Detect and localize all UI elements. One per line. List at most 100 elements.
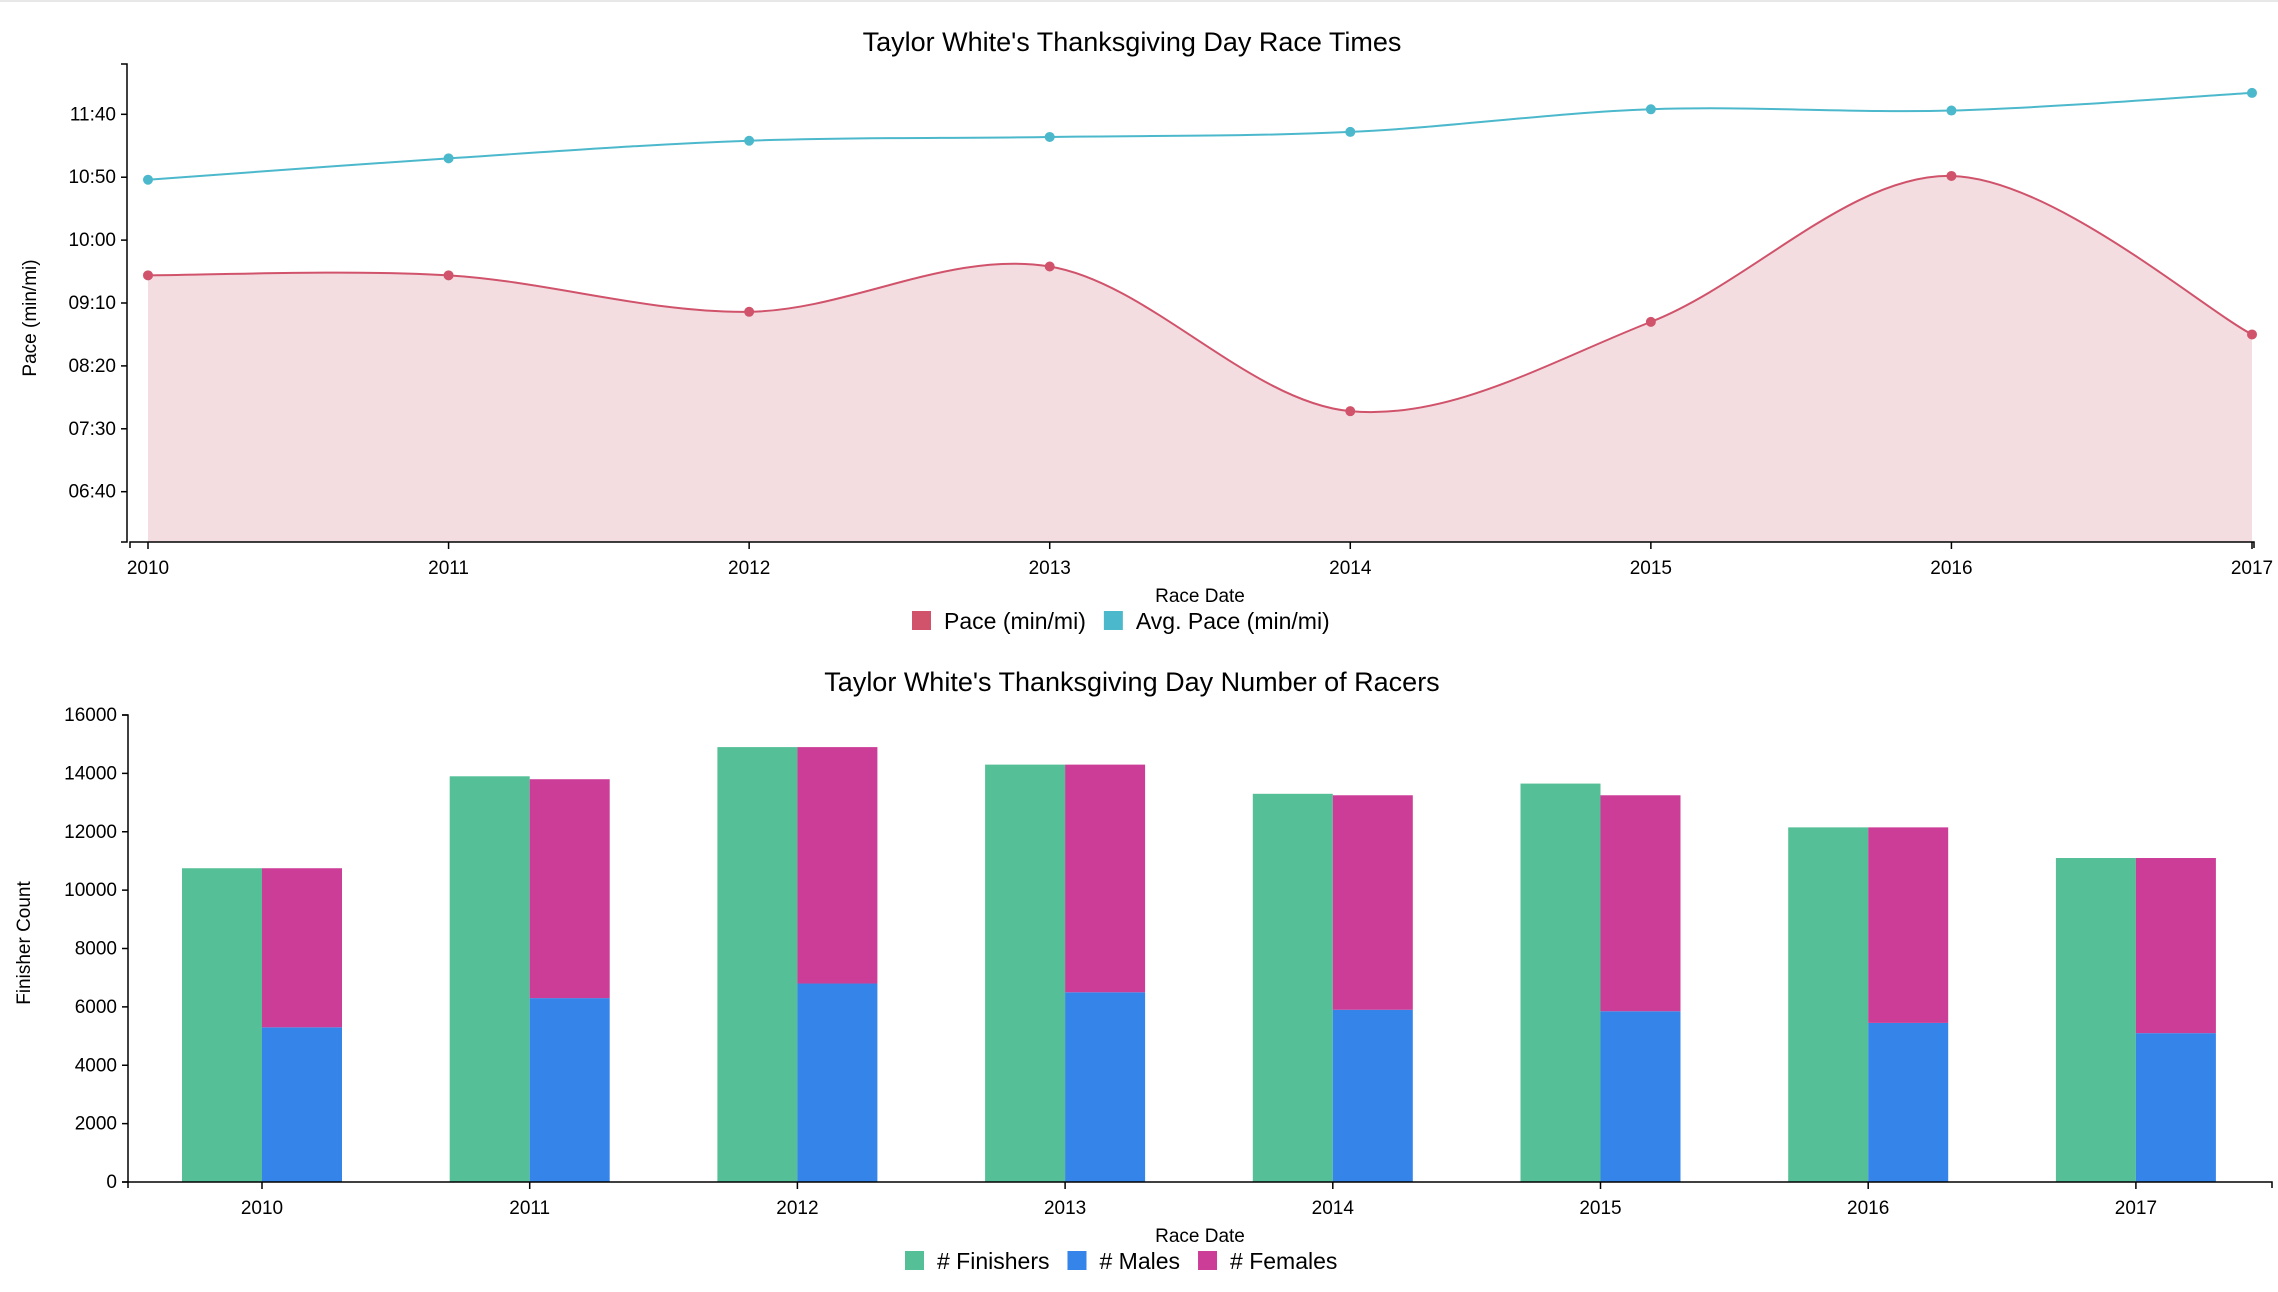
legend-swatch-avg-pace — [1103, 611, 1123, 630]
pace-y-tick-label: 10:50 — [68, 167, 116, 188]
females-bar-2010 — [262, 868, 342, 1028]
legend-females-swatch — [1198, 1251, 1218, 1270]
racers-bars-group — [182, 747, 2216, 1182]
racers-x-tick-label: 2011 — [509, 1198, 550, 1219]
racers-y-tick-label: 14000 — [64, 763, 117, 784]
racers-x-tick-label: 2013 — [1044, 1198, 1086, 1219]
males-bar-2012 — [797, 983, 878, 1182]
pace-point-2016 — [1946, 170, 1957, 181]
pace-x-tick-label: 2010 — [127, 558, 169, 579]
pace-x-tick-label: 2014 — [1329, 558, 1372, 579]
pace-area-group — [148, 175, 2252, 542]
pace-x-tick-label: 2016 — [1930, 558, 1972, 579]
pace-point-2012 — [744, 306, 755, 317]
legend-finishers-label: # Finishers — [937, 1248, 1049, 1274]
pace-y-tick-label: 06:40 — [68, 482, 116, 503]
pace-point-2011 — [443, 270, 454, 281]
racers-y-axis: 0 2000 4000 6000 8000 10000 12000 14000 16000 — [64, 705, 129, 1193]
racers-x-axis-line — [127, 1181, 2273, 1188]
racers-y-axis-label: Finisher Count — [14, 881, 35, 1005]
pace-point-2017 — [2247, 329, 2257, 340]
pace-y-tick-label: 09:10 — [68, 293, 116, 314]
males-bar-2016 — [1868, 1022, 1949, 1182]
pace-lines-group — [143, 87, 2257, 417]
finishers-bar-2016 — [1788, 827, 1869, 1182]
racers-x-tick-label: 2017 — [2115, 1198, 2157, 1219]
pace-x-tick-label: 2017 — [2231, 558, 2273, 579]
racers-x-tick-label: 2015 — [1579, 1198, 1621, 1219]
avg-pace-point-2011 — [443, 153, 454, 164]
pace-x-axis-line — [129, 541, 2255, 548]
finishers-bar-2014 — [1252, 793, 1333, 1182]
females-bar-2013 — [1065, 764, 1146, 993]
males-bar-2015 — [1600, 1011, 1681, 1182]
females-bar-2016 — [1868, 827, 1949, 1023]
females-bar-2014 — [1332, 795, 1413, 1010]
racers-x-axis-label: Race Date — [1155, 1226, 1245, 1247]
racers-x-tick-label: 2016 — [1847, 1198, 1889, 1219]
racers-y-tick-label: 4000 — [75, 1055, 117, 1076]
males-bar-2013 — [1065, 992, 1146, 1182]
pace-chart: Taylor White's Thanksgiving Day Race Tim… — [20, 27, 2273, 634]
legend-swatch-pace — [912, 611, 931, 630]
females-bar-2017 — [2135, 858, 2216, 1034]
pace-chart-title: Taylor White's Thanksgiving Day Race Tim… — [863, 27, 1402, 57]
pace-y-axis: 06:40 07:30 08:20 09:10 10:00 10:50 11:40 — [68, 63, 128, 543]
pace-y-axis-label: Pace (min/mi) — [20, 259, 41, 376]
racers-legend: # Finishers # Males # Females — [905, 1248, 1337, 1274]
males-bar-2014 — [1332, 1009, 1413, 1182]
racers-x-tick-label: 2012 — [776, 1198, 818, 1219]
legend-finishers-swatch — [905, 1251, 924, 1270]
females-bar-2012 — [797, 747, 878, 984]
pace-y-tick-label: 10:00 — [68, 230, 116, 251]
legend-label-pace: Pace (min/mi) — [944, 608, 1086, 634]
avg-pace-point-2016 — [1946, 105, 1957, 116]
racers-x-tick-label: 2010 — [241, 1198, 283, 1219]
pace-x-axis: 2010 2011 2012 2013 2014 2015 2016 2017 — [127, 541, 2273, 579]
pace-line — [147, 174, 2253, 414]
racers-x-tick-label: 2014 — [1312, 1198, 1355, 1219]
finishers-bar-2015 — [1520, 783, 1601, 1182]
racers-chart: Taylor White's Thanksgiving Day Number o… — [14, 667, 2273, 1274]
legend-males-swatch — [1067, 1251, 1087, 1270]
pace-x-tick-label: 2015 — [1630, 558, 1672, 579]
finishers-bar-2017 — [2055, 858, 2136, 1182]
males-bar-2017 — [2135, 1033, 2216, 1182]
pace-point-2010 — [143, 270, 153, 281]
racers-chart-title: Taylor White's Thanksgiving Day Number o… — [824, 667, 1439, 697]
pace-x-tick-label: 2012 — [728, 558, 770, 579]
males-bar-2010 — [262, 1027, 342, 1182]
racers-x-axis: 2010 2011 2012 2013 2014 2015 2016 2017 — [127, 1181, 2273, 1219]
pace-legend: Pace (min/mi) Avg. Pace (min/mi) — [912, 608, 1330, 634]
pace-x-tick-label: 2013 — [1029, 558, 1071, 579]
racers-y-tick-label: 16000 — [64, 705, 117, 726]
finishers-bar-2011 — [449, 776, 530, 1182]
racers-y-tick-label: 6000 — [75, 997, 117, 1018]
legend-females-label: # Females — [1230, 1248, 1337, 1274]
pace-x-tick-label: 2011 — [428, 558, 469, 579]
finishers-bar-2012 — [717, 747, 798, 1182]
avg-pace-line — [147, 91, 2253, 181]
avg-pace-point-2017 — [2247, 87, 2257, 98]
pace-y-tick-label: 08:20 — [68, 356, 116, 377]
pace-point-2014 — [1345, 406, 1356, 417]
racers-y-tick-label: 2000 — [75, 1114, 117, 1135]
pace-point-2015 — [1645, 316, 1656, 327]
males-bar-2011 — [529, 998, 610, 1182]
avg-pace-point-2012 — [744, 135, 755, 146]
top-divider — [0, 0, 2278, 2]
legend-males-label: # Males — [1099, 1248, 1180, 1274]
racers-y-tick-label: 10000 — [64, 880, 117, 901]
finishers-bar-2013 — [985, 764, 1066, 1182]
females-bar-2015 — [1600, 795, 1681, 1012]
avg-pace-point-2010 — [143, 174, 153, 185]
racers-y-tick-label: 0 — [106, 1172, 117, 1193]
avg-pace-point-2014 — [1345, 126, 1356, 137]
racers-y-tick-label: 12000 — [64, 822, 117, 843]
racers-y-tick-label: 8000 — [75, 939, 117, 960]
pace-y-tick-label: 07:30 — [68, 419, 116, 440]
pace-x-axis-label: Race Date — [1155, 586, 1245, 607]
pace-area-fill — [148, 175, 2252, 542]
legend-label-avg-pace: Avg. Pace (min/mi) — [1136, 608, 1330, 634]
pace-point-2013 — [1044, 261, 1055, 272]
